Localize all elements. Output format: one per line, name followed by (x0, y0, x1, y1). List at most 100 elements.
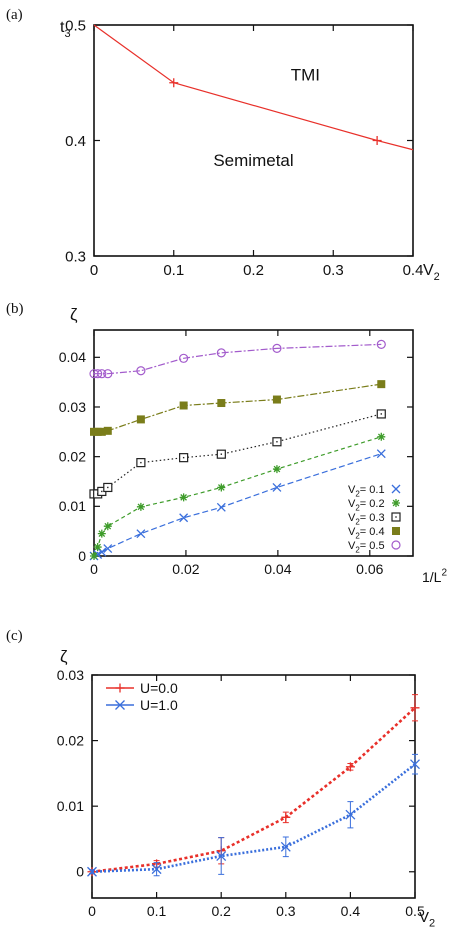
legend: U=0.0U=1.0 (106, 680, 178, 713)
y-tick-label: 0.02 (59, 449, 86, 465)
legend-marker (392, 527, 400, 535)
y-tick-label: 0.01 (57, 798, 84, 814)
chart-panel-c: (c) 0 0.1 0.2 0.3 0.4 0.5 0 0.01 0.02 0.03ζ V2 U=0.0… (6, 628, 435, 930)
square-marker-dot (380, 413, 382, 415)
square-marker-dot (107, 486, 109, 489)
data-point (103, 369, 113, 379)
data-point (103, 522, 112, 531)
plot-frame (91, 674, 416, 899)
data-point (179, 401, 188, 410)
x-tick-label: 0.06 (356, 561, 383, 577)
series-2 (87, 753, 420, 877)
data-point (136, 366, 146, 376)
data-point (376, 339, 386, 350)
x-tick-label: 0 (90, 561, 98, 577)
series-line (93, 436, 382, 557)
y-tick-label: 0.03 (59, 399, 86, 415)
y-axis-title: ζ (60, 647, 68, 666)
legend-label: V2= 0.2 (348, 498, 385, 512)
data-point (216, 851, 227, 861)
data-point (87, 866, 97, 877)
y-tick-label: 0.02 (57, 732, 84, 748)
data-point (281, 812, 291, 822)
plot-frame (93, 329, 414, 557)
series-3 (89, 409, 386, 499)
legend-label: U=1.0 (140, 697, 178, 713)
data-point (377, 432, 386, 441)
x-tick-label: 0.1 (163, 262, 184, 279)
legend-marker (115, 700, 125, 710)
data-point (179, 353, 189, 363)
y-tick-label: 0.04 (59, 349, 86, 365)
data-point (103, 482, 113, 493)
y-tick-label: 0.03 (57, 667, 84, 683)
series-1 (93, 24, 414, 151)
chart-panel-b: (b) 0 0.02 0.04 0.06 0 0.01 0.02 0.03 0.04 ζ 1/L2 V2… (6, 301, 447, 585)
legend-label: V2= 0.5 (348, 540, 385, 554)
x-tick-label: 0.2 (243, 262, 264, 279)
series-5 (89, 339, 386, 379)
x-tick-label: 0 (88, 903, 96, 919)
data-point (136, 529, 146, 539)
data-point (97, 427, 106, 436)
legend: V2= 0.1V2= 0.2V2= 0.3V2= 0.4V2= 0.5 (348, 484, 401, 554)
x-tick-label: 0.5 (405, 903, 425, 919)
series-2 (90, 432, 386, 560)
series-1 (89, 449, 386, 561)
x-tick-label: 0.2 (211, 903, 231, 919)
x-tick-label: 0 (90, 262, 98, 279)
legend-marker (391, 484, 401, 494)
axes: 0 0.1 0.2 0.3 0.4 0.3 0.4 0.5 (65, 17, 423, 279)
data-point (93, 369, 103, 379)
series-line (91, 706, 416, 874)
data-point (372, 136, 382, 145)
data-point (216, 449, 226, 459)
data-point (216, 348, 226, 358)
data-point (179, 493, 188, 502)
x-tick-label: 0.02 (172, 561, 199, 577)
square-marker-dot (276, 441, 278, 443)
square-marker-dot (182, 456, 185, 459)
data-point (345, 809, 356, 820)
legend-label: U=0.0 (140, 680, 178, 696)
series-line (94, 383, 382, 433)
annotation-text: TMI (291, 65, 320, 84)
data-point (217, 483, 226, 492)
data-point (93, 427, 102, 436)
legend-marker (391, 512, 401, 522)
legend-marker (391, 540, 401, 550)
data-point (136, 415, 145, 424)
series-line (93, 24, 414, 151)
data-point (345, 762, 355, 772)
y-tick-label: 0.3 (65, 248, 86, 265)
series-1 (87, 694, 420, 877)
x-tick-label: 0.4 (341, 903, 361, 919)
data-point (272, 465, 281, 474)
panel-label: (c) (6, 628, 23, 644)
legend-marker (115, 683, 125, 693)
x-axis-title: 1/L2 (422, 568, 447, 585)
series-line (93, 453, 382, 557)
data-point (410, 703, 420, 713)
x-axis-title: V2 (423, 262, 440, 283)
data-point (377, 380, 386, 389)
panel-label: (b) (6, 301, 24, 317)
data-point (376, 449, 386, 459)
data-point (272, 343, 282, 353)
data-point (272, 437, 282, 447)
data-point (410, 759, 420, 770)
chart-panel-a: (a) 0 0.1 0.2 0.3 0.4 0.3 0.4 0.5t3 V2 TMI Semimeta… (6, 7, 440, 283)
legend-label: V2= 0.4 (348, 526, 385, 540)
x-tick-label: 0.4 (403, 262, 424, 279)
data-point (97, 369, 107, 379)
data-point (179, 513, 189, 523)
y-tick-label: 0 (78, 548, 86, 564)
square-marker-dot (140, 461, 142, 464)
x-tick-label: 0.3 (276, 903, 296, 919)
legend-label: V2= 0.1 (348, 484, 385, 498)
panel-label: (a) (6, 7, 23, 23)
data-point (151, 864, 162, 875)
data-point (103, 544, 113, 554)
x-tick-label: 0.04 (264, 561, 291, 577)
